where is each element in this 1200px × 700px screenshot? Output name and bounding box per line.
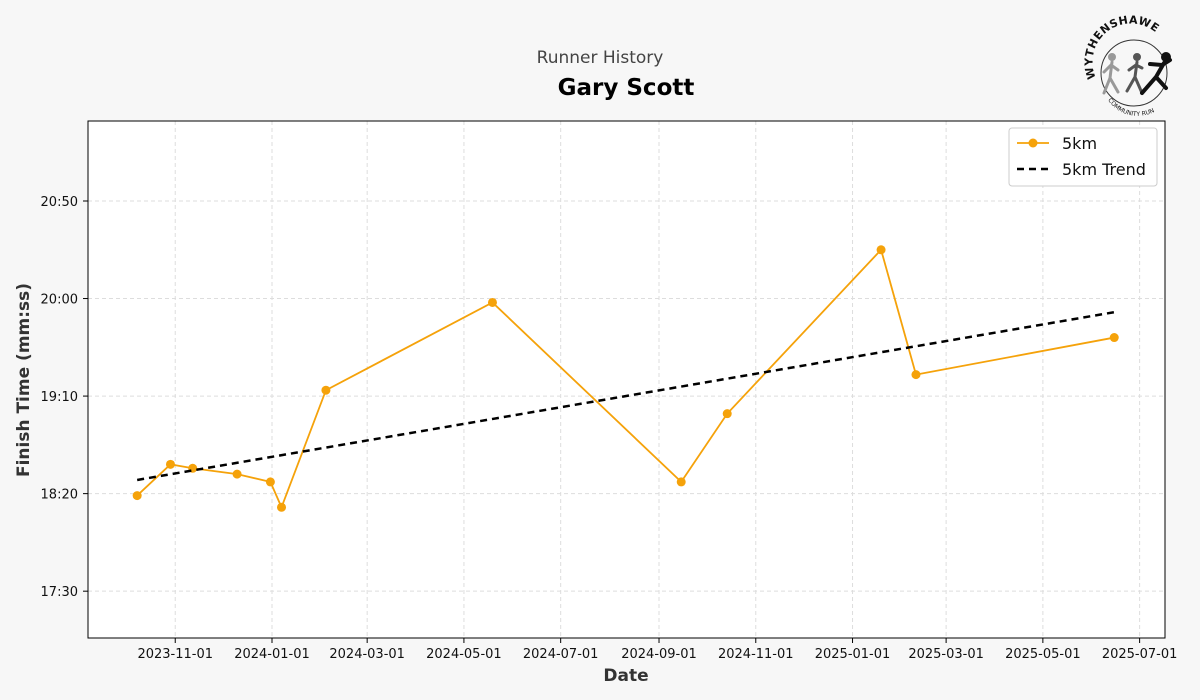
- x-tick-label: 2024-07-01: [523, 647, 599, 662]
- x-axis-label: Date: [603, 666, 648, 686]
- point: [277, 502, 287, 512]
- point: [911, 370, 921, 380]
- y-tick-label: 17:30: [41, 585, 78, 600]
- logo-runners: [1102, 52, 1172, 95]
- point: [265, 477, 275, 487]
- logo-text: COMMUNITY RUN: [1106, 97, 1155, 118]
- x-tick-label: 2023-11-01: [137, 647, 213, 662]
- legend-label: 5km Trend: [1062, 160, 1146, 179]
- x-tick-label: 2025-07-01: [1102, 647, 1178, 662]
- y-tick-label: 19:10: [41, 390, 78, 405]
- y-tick-label: 20:00: [41, 293, 78, 308]
- point: [487, 297, 497, 307]
- logo-top-text: WYTHENSHAWE: [1082, 13, 1161, 80]
- line: [136, 310, 1115, 482]
- legend-label: 5km: [1062, 134, 1097, 153]
- plot-background: [88, 121, 1165, 638]
- x-tick-label: 2024-05-01: [426, 647, 502, 662]
- x-tick-label: 2025-03-01: [908, 647, 984, 662]
- x-tick-label: 2024-01-01: [234, 647, 310, 662]
- x-tick-label: 2024-09-01: [621, 647, 697, 662]
- y-tick-label: 18:20: [41, 488, 78, 503]
- point: [232, 469, 242, 479]
- logo-bottom-text: COMMUNITY RUN: [1106, 97, 1155, 118]
- legend-marker: [1028, 138, 1038, 148]
- x-tick-label: 2024-11-01: [718, 647, 794, 662]
- point: [321, 385, 331, 395]
- point: [165, 459, 175, 469]
- chart-title: Runner History: [537, 48, 664, 68]
- point: [876, 245, 886, 255]
- x-tick-label: 2025-01-01: [815, 647, 891, 662]
- logo-ring: [1100, 39, 1168, 107]
- point: [1109, 333, 1119, 343]
- x-tick-label: 2025-05-01: [1005, 647, 1081, 662]
- plot-frame: [87, 120, 1166, 639]
- y-tick-label: 20:50: [41, 195, 78, 210]
- logo: WYTHENSHAWE COMMUNITY RUN: [1082, 13, 1172, 118]
- y-axis-label: Finish Time (mm:ss): [14, 283, 34, 477]
- logo-text: WYTHENSHAWE: [1082, 13, 1161, 80]
- point: [722, 409, 732, 419]
- x-tick-label: 2024-03-01: [329, 647, 405, 662]
- point: [676, 477, 686, 487]
- chart-subtitle: Gary Scott: [558, 75, 695, 101]
- point: [132, 491, 142, 501]
